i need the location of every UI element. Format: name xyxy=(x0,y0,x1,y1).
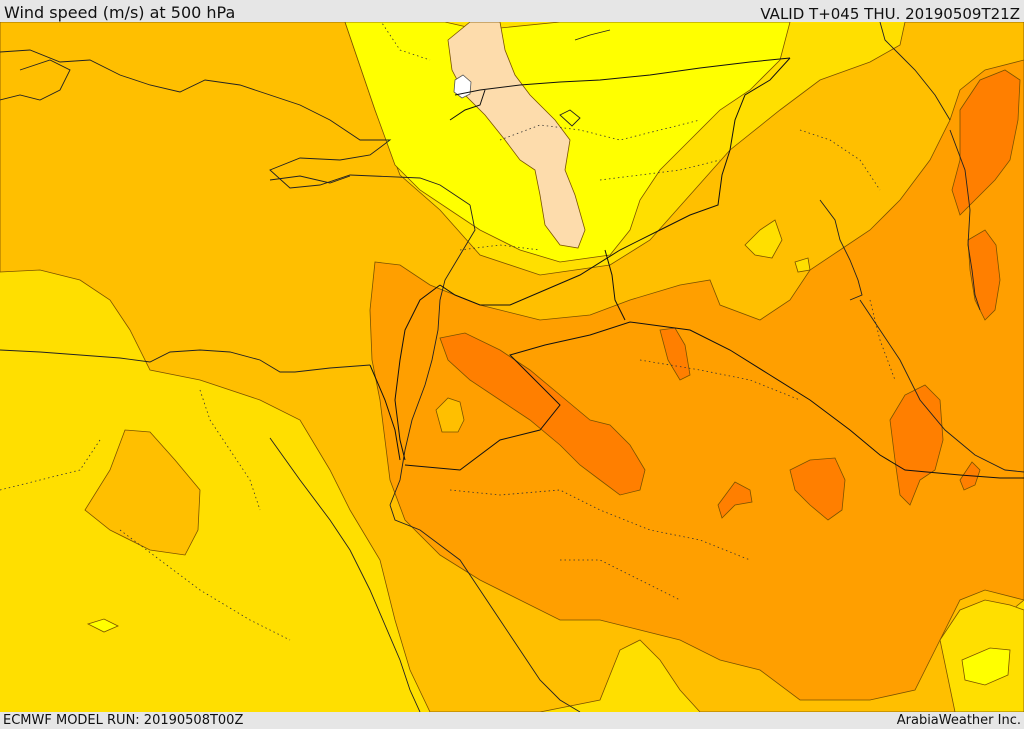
country-borders xyxy=(369,57,1024,479)
field-strongest-iran xyxy=(951,69,1021,216)
field-strongest-small-2 xyxy=(717,481,753,519)
credit: ArabiaWeather Inc. xyxy=(896,713,1021,728)
header-bar: Wind speed (m/s) at 500 hPa VALID T+045 … xyxy=(0,0,1024,23)
weather-map[interactable] xyxy=(0,22,1024,712)
chart-title: Wind speed (m/s) at 500 hPa xyxy=(4,3,236,22)
field-strong xyxy=(369,59,1024,701)
field-pale-core xyxy=(447,22,586,249)
field-pocket-sw-2 xyxy=(961,647,1011,686)
field-pocket-gulf xyxy=(744,219,783,259)
field-pocket-gulf-2 xyxy=(794,257,811,273)
model-run: ECMWF MODEL RUN: 20190508T00Z xyxy=(3,713,244,728)
coastlines xyxy=(0,22,1024,712)
field-pocket-med xyxy=(86,618,119,633)
valid-time: VALID T+045 THU. 20190509T21Z xyxy=(760,5,1020,23)
field-strongest-gulf xyxy=(889,384,944,506)
wind-speed-map xyxy=(0,22,1024,712)
field-strongest-east xyxy=(789,457,846,521)
field-pocket-jordan xyxy=(435,397,465,433)
field-medium-west xyxy=(84,429,201,556)
field-strongest-levant xyxy=(439,332,646,496)
footer-bar: ECMWF MODEL RUN: 20190508T00Z ArabiaWeat… xyxy=(0,712,1024,729)
province-boundaries xyxy=(0,22,896,641)
